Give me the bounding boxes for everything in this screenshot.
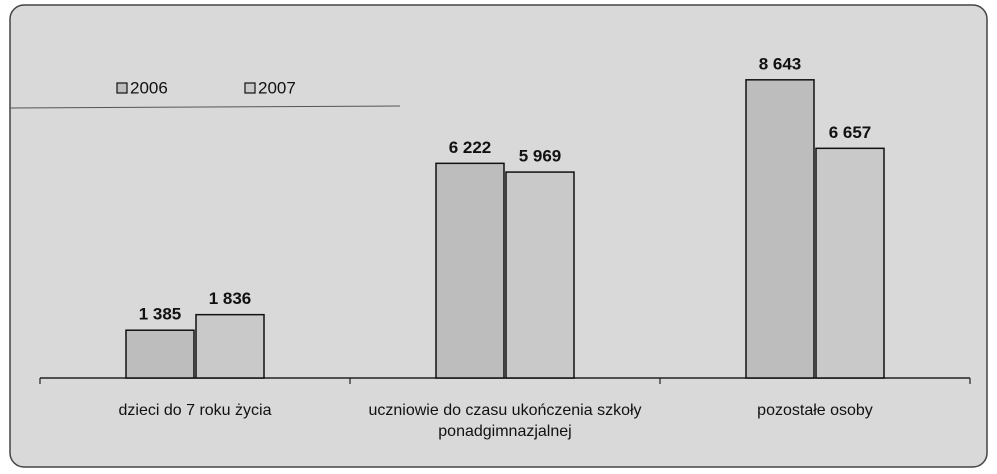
value-label: 6 657 — [829, 123, 872, 142]
value-label: 8 643 — [759, 54, 802, 73]
bar — [745, 79, 815, 379]
legend-swatch — [116, 82, 128, 94]
x-tick-label: uczniowie do czasu ukończenia szkoły pon… — [368, 402, 642, 440]
bar — [815, 147, 885, 379]
scan-line — [9, 105, 401, 109]
value-label: 5 969 — [519, 147, 562, 166]
bar — [505, 171, 575, 379]
value-label: 6 222 — [449, 138, 492, 157]
bar — [125, 329, 195, 379]
value-label: 1 385 — [139, 305, 182, 324]
x-tick-label: dzieci do 7 roku życia — [118, 402, 272, 419]
legend-label: 2007 — [258, 78, 296, 97]
legend-swatch — [244, 82, 256, 94]
x-tick-label: pozostałe osoby — [757, 402, 873, 419]
value-label: 1 836 — [209, 289, 252, 308]
legend-label: 2006 — [130, 78, 168, 97]
bar — [195, 313, 265, 379]
bar — [435, 162, 505, 379]
